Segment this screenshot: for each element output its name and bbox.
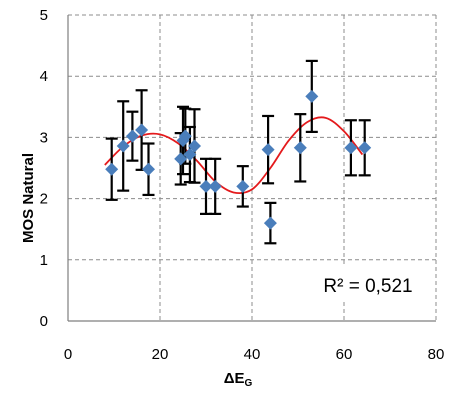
x-axis-title: ΔEG: [224, 370, 253, 389]
y-tick-label-5: 5: [40, 7, 48, 24]
data-point-8: [183, 148, 197, 162]
data-point-5: [174, 152, 188, 166]
data-point-12: [236, 179, 250, 193]
data-point-14: [263, 216, 277, 230]
y-tick-label-0: 0: [40, 313, 48, 330]
data-point-15: [293, 141, 307, 155]
data-point-1: [116, 139, 130, 153]
data-points: [105, 89, 372, 230]
x-axis-title-main: ΔE: [224, 370, 245, 387]
data-point-4: [142, 162, 155, 176]
x-axis-title-sub: G: [245, 378, 253, 389]
y-tick-label-2: 2: [40, 191, 48, 208]
y-axis-title: MOS Natural: [20, 153, 37, 243]
y-tick-label-3: 3: [40, 129, 48, 146]
x-tick-labels: 0 20 40 60 80: [64, 346, 445, 363]
data-point-7: [178, 129, 192, 143]
data-point-17: [344, 141, 358, 155]
data-point-2: [125, 129, 139, 143]
data-point-16: [305, 89, 319, 103]
x-tick-label-60: 60: [336, 346, 353, 363]
error-bars: [105, 59, 371, 245]
y-tick-label-4: 4: [40, 68, 48, 85]
r-squared-label: R² = 0,521: [323, 276, 412, 297]
x-tick-label-20: 20: [152, 346, 169, 363]
data-point-9: [188, 139, 201, 153]
x-tick-label-0: 0: [64, 346, 72, 363]
data-point-18: [358, 141, 372, 155]
y-tick-labels: 0 1 2 3 4 5: [40, 7, 48, 330]
data-point-11: [208, 179, 222, 193]
data-point-3: [135, 123, 149, 137]
x-tick-label-80: 80: [428, 346, 445, 363]
data-point-10: [199, 179, 213, 193]
gridlines: [68, 14, 437, 321]
polynomial-trendline: [104, 116, 364, 195]
r-squared-label-box: R² = 0,521: [302, 266, 430, 300]
data-point-13: [261, 143, 275, 157]
x-tick-label-40: 40: [244, 346, 261, 363]
y-tick-label-1: 1: [40, 252, 48, 269]
data-point-0: [105, 162, 119, 176]
